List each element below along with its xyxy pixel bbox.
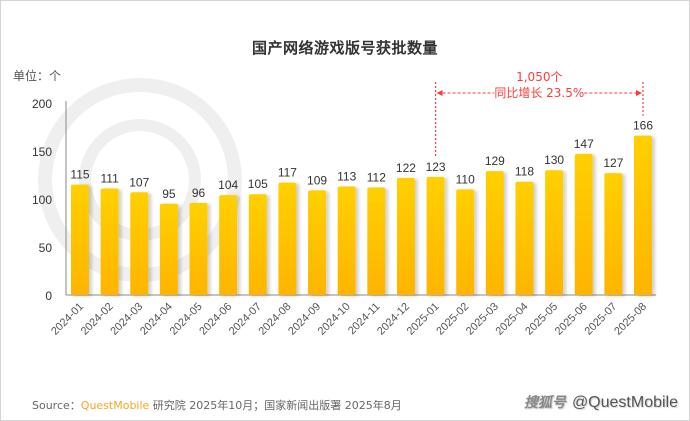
bar bbox=[71, 184, 89, 295]
chart-title: 国产网络游戏版号获批数量 bbox=[251, 39, 438, 57]
bar bbox=[248, 194, 267, 295]
bar bbox=[130, 192, 149, 295]
y-tick-label: 150 bbox=[32, 145, 52, 159]
bar bbox=[100, 188, 119, 295]
x-tick-label: 2024-10 bbox=[316, 301, 353, 338]
y-tick-label: 50 bbox=[39, 241, 53, 255]
bar bbox=[219, 195, 238, 295]
bar bbox=[545, 170, 564, 295]
data-label: 130 bbox=[544, 153, 564, 167]
source-prefix: Source： bbox=[32, 399, 81, 412]
bar bbox=[485, 171, 504, 295]
annotation-total: 1,050个 bbox=[516, 70, 562, 84]
bar bbox=[634, 135, 652, 295]
data-label: 105 bbox=[248, 177, 268, 191]
data-label: 110 bbox=[456, 172, 475, 186]
bar bbox=[337, 186, 356, 295]
bar bbox=[456, 189, 475, 295]
bar bbox=[367, 187, 386, 295]
data-label: 115 bbox=[70, 168, 89, 182]
bar bbox=[604, 173, 623, 295]
bar bbox=[189, 202, 208, 295]
y-tick-label: 100 bbox=[32, 193, 52, 207]
bar bbox=[278, 182, 297, 295]
data-label: 127 bbox=[603, 156, 623, 170]
data-label: 118 bbox=[515, 165, 534, 179]
y-tick-label: 0 bbox=[45, 289, 52, 303]
data-label: 123 bbox=[426, 160, 446, 174]
x-tick-label: 2025-08 bbox=[612, 301, 649, 338]
data-label: 166 bbox=[633, 119, 653, 133]
watermark-cn: 搜狐号 bbox=[523, 395, 566, 411]
source-brand: QuestMobile bbox=[80, 399, 150, 412]
annotation-growth: 同比增长 23.5% bbox=[494, 86, 584, 100]
data-label: 109 bbox=[307, 173, 327, 187]
data-label: 104 bbox=[218, 178, 238, 192]
watermark: 搜狐号 @QuestMobile bbox=[524, 392, 678, 412]
data-label: 111 bbox=[101, 171, 120, 185]
data-label: 147 bbox=[574, 137, 594, 151]
data-label: 117 bbox=[278, 166, 297, 180]
watermark-en: @QuestMobile bbox=[571, 394, 678, 411]
source-rest: 研究院 2025年10月；国家新闻出版署 2025年8月 bbox=[149, 399, 402, 412]
data-label: 122 bbox=[396, 161, 416, 175]
bar bbox=[426, 176, 445, 295]
data-label: 107 bbox=[129, 175, 149, 189]
data-label: 96 bbox=[192, 186, 206, 200]
data-label: 112 bbox=[367, 170, 386, 184]
bar bbox=[308, 190, 327, 295]
data-label: 95 bbox=[162, 187, 176, 201]
unit-label: 单位：个 bbox=[13, 69, 62, 83]
bar bbox=[159, 203, 178, 295]
y-tick-label: 200 bbox=[32, 97, 52, 111]
data-label: 129 bbox=[485, 154, 505, 168]
bar bbox=[396, 177, 415, 295]
source-note: Source：QuestMobile 研究院 2025年10月；国家新闻出版署 … bbox=[32, 397, 402, 413]
data-label: 113 bbox=[337, 170, 356, 184]
bar bbox=[515, 181, 534, 295]
bar bbox=[574, 153, 593, 295]
